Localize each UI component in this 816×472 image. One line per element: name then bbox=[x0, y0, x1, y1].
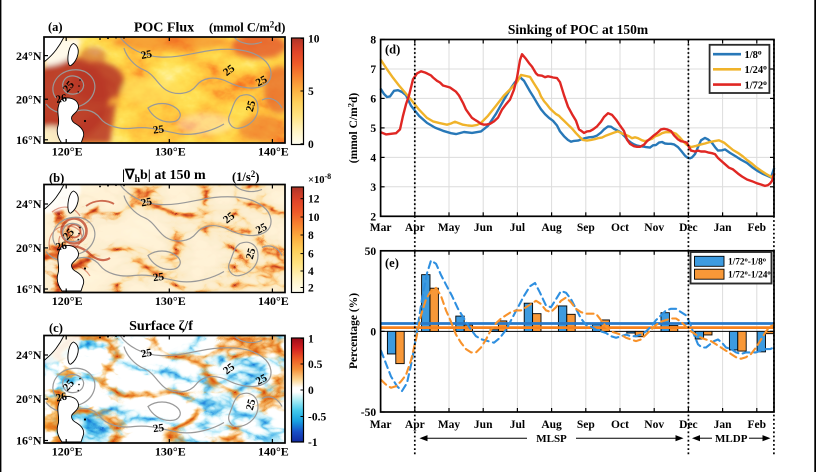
svg-text:2: 2 bbox=[370, 211, 376, 223]
svg-text:0: 0 bbox=[370, 326, 376, 338]
svg-text:(1/s2): (1/s2) bbox=[232, 169, 259, 184]
svg-text:Oct: Oct bbox=[611, 419, 629, 431]
svg-text:0: 0 bbox=[308, 139, 314, 151]
svg-text:2: 2 bbox=[308, 283, 314, 295]
svg-text:130°E: 130°E bbox=[155, 445, 186, 459]
svg-text:26: 26 bbox=[55, 239, 69, 253]
svg-text:0.5: 0.5 bbox=[308, 359, 323, 371]
svg-text:POC Flux: POC Flux bbox=[134, 21, 194, 36]
svg-text:25: 25 bbox=[140, 196, 153, 210]
svg-text:25: 25 bbox=[152, 422, 165, 435]
svg-text:8: 8 bbox=[370, 35, 376, 47]
svg-text:Sep: Sep bbox=[577, 419, 595, 431]
svg-text:May: May bbox=[438, 419, 461, 431]
svg-text:1: 1 bbox=[308, 334, 314, 346]
svg-text:20°N: 20°N bbox=[16, 392, 42, 406]
svg-text:50: 50 bbox=[365, 246, 377, 258]
svg-text:16°N: 16°N bbox=[16, 434, 42, 448]
svg-text:120°E: 120°E bbox=[52, 145, 83, 159]
svg-text:5: 5 bbox=[308, 86, 314, 98]
svg-text:20°N: 20°N bbox=[16, 241, 42, 255]
svg-text:(mmol C/m2d): (mmol C/m2d) bbox=[209, 20, 285, 35]
svg-text:6: 6 bbox=[370, 93, 376, 105]
svg-text:Jan: Jan bbox=[714, 419, 733, 431]
svg-text:Aug: Aug bbox=[541, 419, 562, 431]
svg-text:MLDP: MLDP bbox=[715, 433, 748, 445]
svg-text:Percentage (%): Percentage (%) bbox=[348, 293, 360, 369]
svg-text:(e): (e) bbox=[385, 256, 399, 270]
svg-text:5: 5 bbox=[370, 123, 376, 135]
svg-text:10: 10 bbox=[308, 212, 320, 224]
svg-text:26: 26 bbox=[55, 92, 69, 106]
svg-text:Dec: Dec bbox=[679, 222, 698, 234]
svg-text:24°N: 24°N bbox=[16, 49, 42, 63]
svg-text:0: 0 bbox=[308, 385, 314, 397]
svg-text:140°E: 140°E bbox=[258, 145, 289, 159]
svg-text:Nov: Nov bbox=[644, 419, 664, 431]
svg-text:Apr: Apr bbox=[405, 222, 425, 234]
svg-text:25: 25 bbox=[152, 123, 165, 136]
svg-text:(a): (a) bbox=[48, 20, 63, 34]
svg-text:1/72o: 1/72o bbox=[745, 78, 768, 92]
svg-text:Nov: Nov bbox=[644, 222, 664, 234]
svg-text:Mar: Mar bbox=[370, 222, 392, 234]
svg-text:6: 6 bbox=[308, 249, 314, 261]
svg-text:1/8o: 1/8o bbox=[745, 48, 762, 62]
svg-text:Feb: Feb bbox=[748, 222, 767, 234]
svg-text:1/72o-1/24o: 1/72o-1/24o bbox=[728, 270, 771, 281]
svg-text:4: 4 bbox=[370, 152, 376, 164]
svg-text:130°E: 130°E bbox=[155, 145, 186, 159]
svg-text:-50: -50 bbox=[361, 407, 377, 419]
svg-text:10: 10 bbox=[308, 34, 320, 46]
svg-text:25: 25 bbox=[140, 347, 153, 361]
svg-text:1/24o: 1/24o bbox=[745, 63, 768, 77]
svg-text:25: 25 bbox=[140, 48, 153, 62]
svg-text:4: 4 bbox=[308, 266, 314, 278]
svg-text:Apr: Apr bbox=[405, 419, 425, 431]
svg-text:25: 25 bbox=[244, 397, 259, 411]
svg-text:26: 26 bbox=[55, 390, 69, 404]
svg-text:16°N: 16°N bbox=[16, 133, 42, 147]
svg-text:(d): (d) bbox=[385, 43, 400, 57]
svg-text:-0.5: -0.5 bbox=[308, 412, 326, 424]
svg-text:8: 8 bbox=[308, 230, 314, 242]
svg-text:7: 7 bbox=[370, 64, 376, 76]
svg-text:Feb: Feb bbox=[748, 419, 767, 431]
svg-text:×10-8: ×10-8 bbox=[308, 172, 331, 186]
svg-text:-1: -1 bbox=[308, 437, 318, 449]
svg-text:(b): (b) bbox=[49, 171, 64, 185]
svg-text:(c): (c) bbox=[49, 321, 63, 335]
svg-text:120°E: 120°E bbox=[52, 294, 83, 308]
svg-text:MLSP: MLSP bbox=[536, 433, 567, 445]
svg-text:12: 12 bbox=[308, 194, 320, 206]
svg-text:|∇hb| at 150 m: |∇hb| at 150 m bbox=[122, 168, 206, 185]
svg-text:Oct: Oct bbox=[611, 222, 629, 234]
svg-text:140°E: 140°E bbox=[258, 445, 289, 459]
svg-text:Dec: Dec bbox=[679, 419, 698, 431]
svg-text:(mmol C/m2d): (mmol C/m2d) bbox=[346, 93, 361, 164]
svg-text:25: 25 bbox=[244, 99, 259, 113]
svg-text:Jul: Jul bbox=[510, 222, 525, 234]
svg-text:24°N: 24°N bbox=[16, 197, 42, 211]
svg-text:16°N: 16°N bbox=[16, 282, 42, 296]
svg-text:Jun: Jun bbox=[474, 419, 493, 431]
svg-text:25: 25 bbox=[152, 271, 165, 284]
svg-text:Sep: Sep bbox=[577, 222, 595, 234]
svg-text:Jan: Jan bbox=[714, 222, 733, 234]
svg-text:3: 3 bbox=[370, 182, 376, 194]
svg-text:130°E: 130°E bbox=[155, 294, 186, 308]
svg-text:May: May bbox=[438, 222, 461, 234]
svg-text:25: 25 bbox=[244, 246, 259, 260]
svg-text:1/72o-1/8o: 1/72o-1/8o bbox=[728, 257, 766, 268]
svg-text:120°E: 120°E bbox=[52, 445, 83, 459]
svg-text:Surface ζ/f: Surface ζ/f bbox=[129, 319, 193, 334]
svg-text:24°N: 24°N bbox=[16, 348, 42, 362]
svg-text:Mar: Mar bbox=[370, 419, 392, 431]
svg-text:140°E: 140°E bbox=[258, 294, 289, 308]
svg-text:Aug: Aug bbox=[541, 222, 562, 234]
svg-text:Jul: Jul bbox=[510, 419, 525, 431]
svg-text:Jun: Jun bbox=[474, 222, 493, 234]
svg-text:Sinking of POC at 150m: Sinking of POC at 150m bbox=[508, 22, 649, 37]
svg-text:20°N: 20°N bbox=[16, 92, 42, 106]
